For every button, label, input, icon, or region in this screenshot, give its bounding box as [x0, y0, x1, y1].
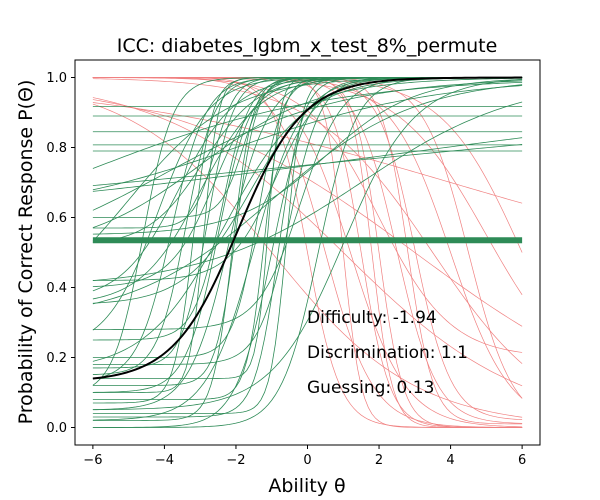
icc-curve-positive — [92, 143, 523, 187]
difficulty-value: -1.94 — [393, 308, 437, 328]
y-tick-label: 1.0 — [46, 71, 67, 86]
y-tick-label: 0.2 — [46, 351, 67, 366]
discrimination-annotation: Discrimination: 1.1 — [307, 343, 468, 363]
icc-curve-negative — [92, 97, 523, 387]
discrimination-label: Discrimination: — [307, 343, 441, 363]
icc-curve-positive — [92, 85, 523, 191]
x-tick-label: −6 — [83, 453, 102, 468]
icc-curve-positive — [92, 81, 523, 169]
x-tick-label: 0 — [303, 453, 311, 468]
icc-curve-highlighted — [92, 76, 523, 380]
x-axis-label: Ability θ — [268, 475, 345, 497]
icc-curve-negative — [92, 103, 523, 418]
x-tick-label: 6 — [518, 453, 526, 468]
discrimination-value: 1.1 — [441, 343, 468, 363]
icc-curve-positive — [92, 84, 523, 305]
icc-curve-positive — [92, 137, 523, 192]
y-tick-label: 0.0 — [46, 421, 67, 436]
x-tick-label: 2 — [375, 453, 383, 468]
y-axis-ticks: 0.0 0.2 0.4 0.6 0.8 1.0 — [46, 71, 75, 436]
icc-curves — [92, 76, 523, 428]
guessing-annotation: Guessing: 0.13 — [307, 378, 434, 398]
x-tick-label: −2 — [226, 453, 245, 468]
x-axis-ticks: −6 −4 −2 0 2 4 6 — [83, 445, 526, 468]
x-tick-label: −4 — [155, 453, 174, 468]
icc-curve-positive — [92, 101, 523, 281]
chart-title: ICC: diabetes_lgbm_x_test_8%_permute — [117, 35, 498, 57]
difficulty-label: Difficulty: — [307, 308, 393, 328]
y-tick-label: 0.8 — [46, 141, 67, 156]
icc-curve-negative — [92, 102, 523, 204]
icc-curve-positive — [92, 77, 523, 229]
x-tick-label: 4 — [446, 453, 454, 468]
icc-curve-negative — [92, 77, 523, 428]
difficulty-annotation: Difficulty: -1.94 — [307, 308, 437, 328]
icc-curve-positive — [92, 79, 523, 411]
parameter-annotations: Difficulty: -1.94 Discrimination: 1.1 Gu… — [307, 308, 468, 398]
guessing-label: Guessing: — [307, 378, 397, 398]
y-tick-label: 0.4 — [46, 281, 67, 296]
guessing-value: 0.13 — [397, 378, 435, 398]
y-axis-label: Probability of Correct Response P(Θ) — [15, 80, 37, 425]
y-tick-label: 0.6 — [46, 211, 67, 226]
